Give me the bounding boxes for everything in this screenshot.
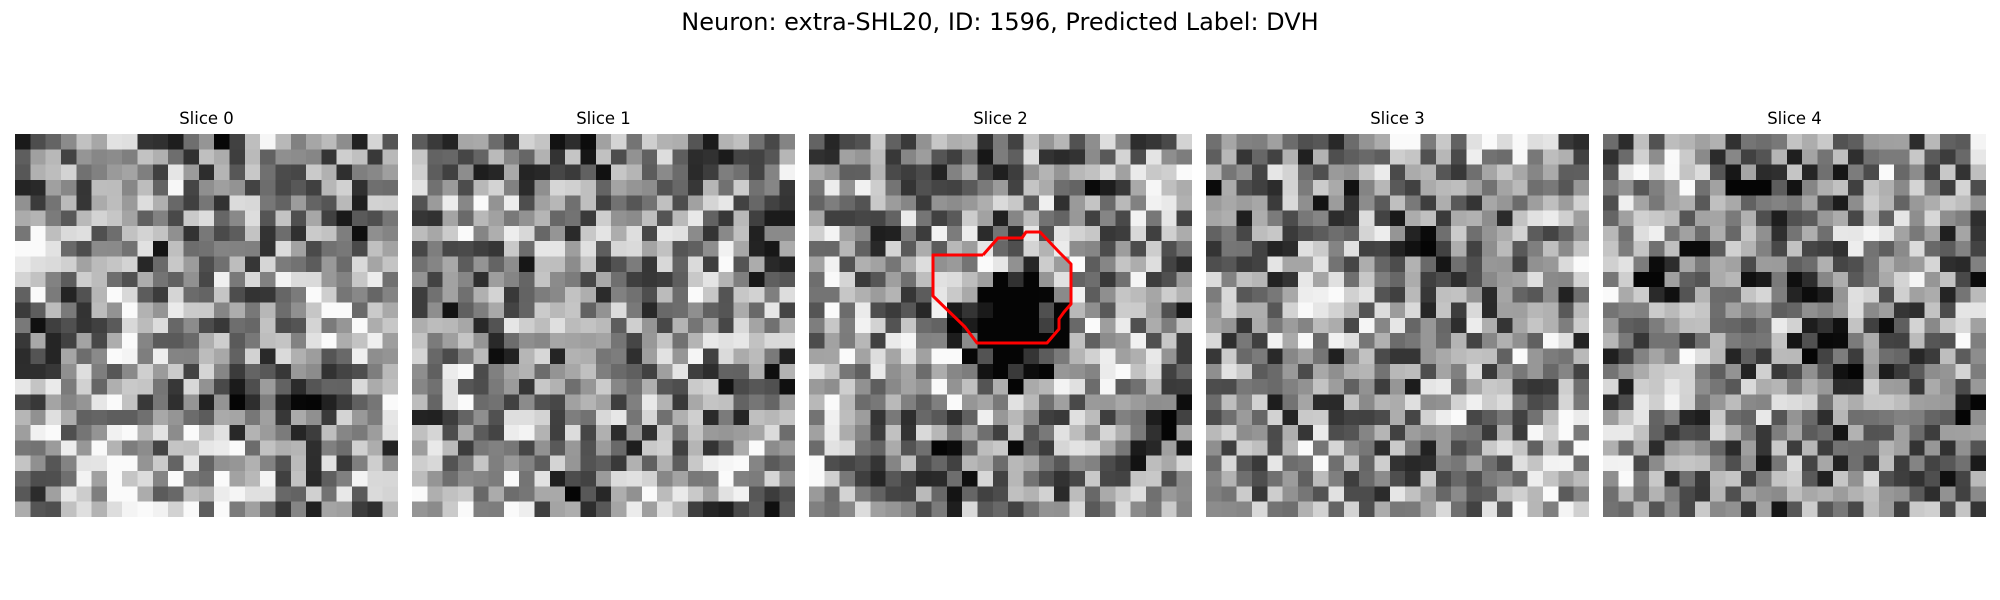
slice-image <box>412 134 795 517</box>
figure-title: Neuron: extra-SHL20, ID: 1596, Predicted… <box>681 8 1319 36</box>
slice-image <box>15 134 398 517</box>
slice-panel-1: Slice 1 <box>412 108 795 517</box>
slice-panel-0: Slice 0 <box>15 108 398 517</box>
roi-outline <box>931 230 1073 345</box>
slice-panel-2: Slice 2 <box>809 108 1192 517</box>
slice-image <box>809 134 1192 517</box>
slice-title: Slice 0 <box>179 109 234 128</box>
slice-panel-3: Slice 3 <box>1206 108 1589 517</box>
slice-title: Slice 3 <box>1370 109 1425 128</box>
slice-panel-4: Slice 4 <box>1603 108 1986 517</box>
slice-image <box>1603 134 1986 517</box>
slice-title: Slice 2 <box>973 109 1028 128</box>
slice-title: Slice 1 <box>576 109 631 128</box>
slice-image <box>1206 134 1589 517</box>
slice-title: Slice 4 <box>1767 109 1822 128</box>
